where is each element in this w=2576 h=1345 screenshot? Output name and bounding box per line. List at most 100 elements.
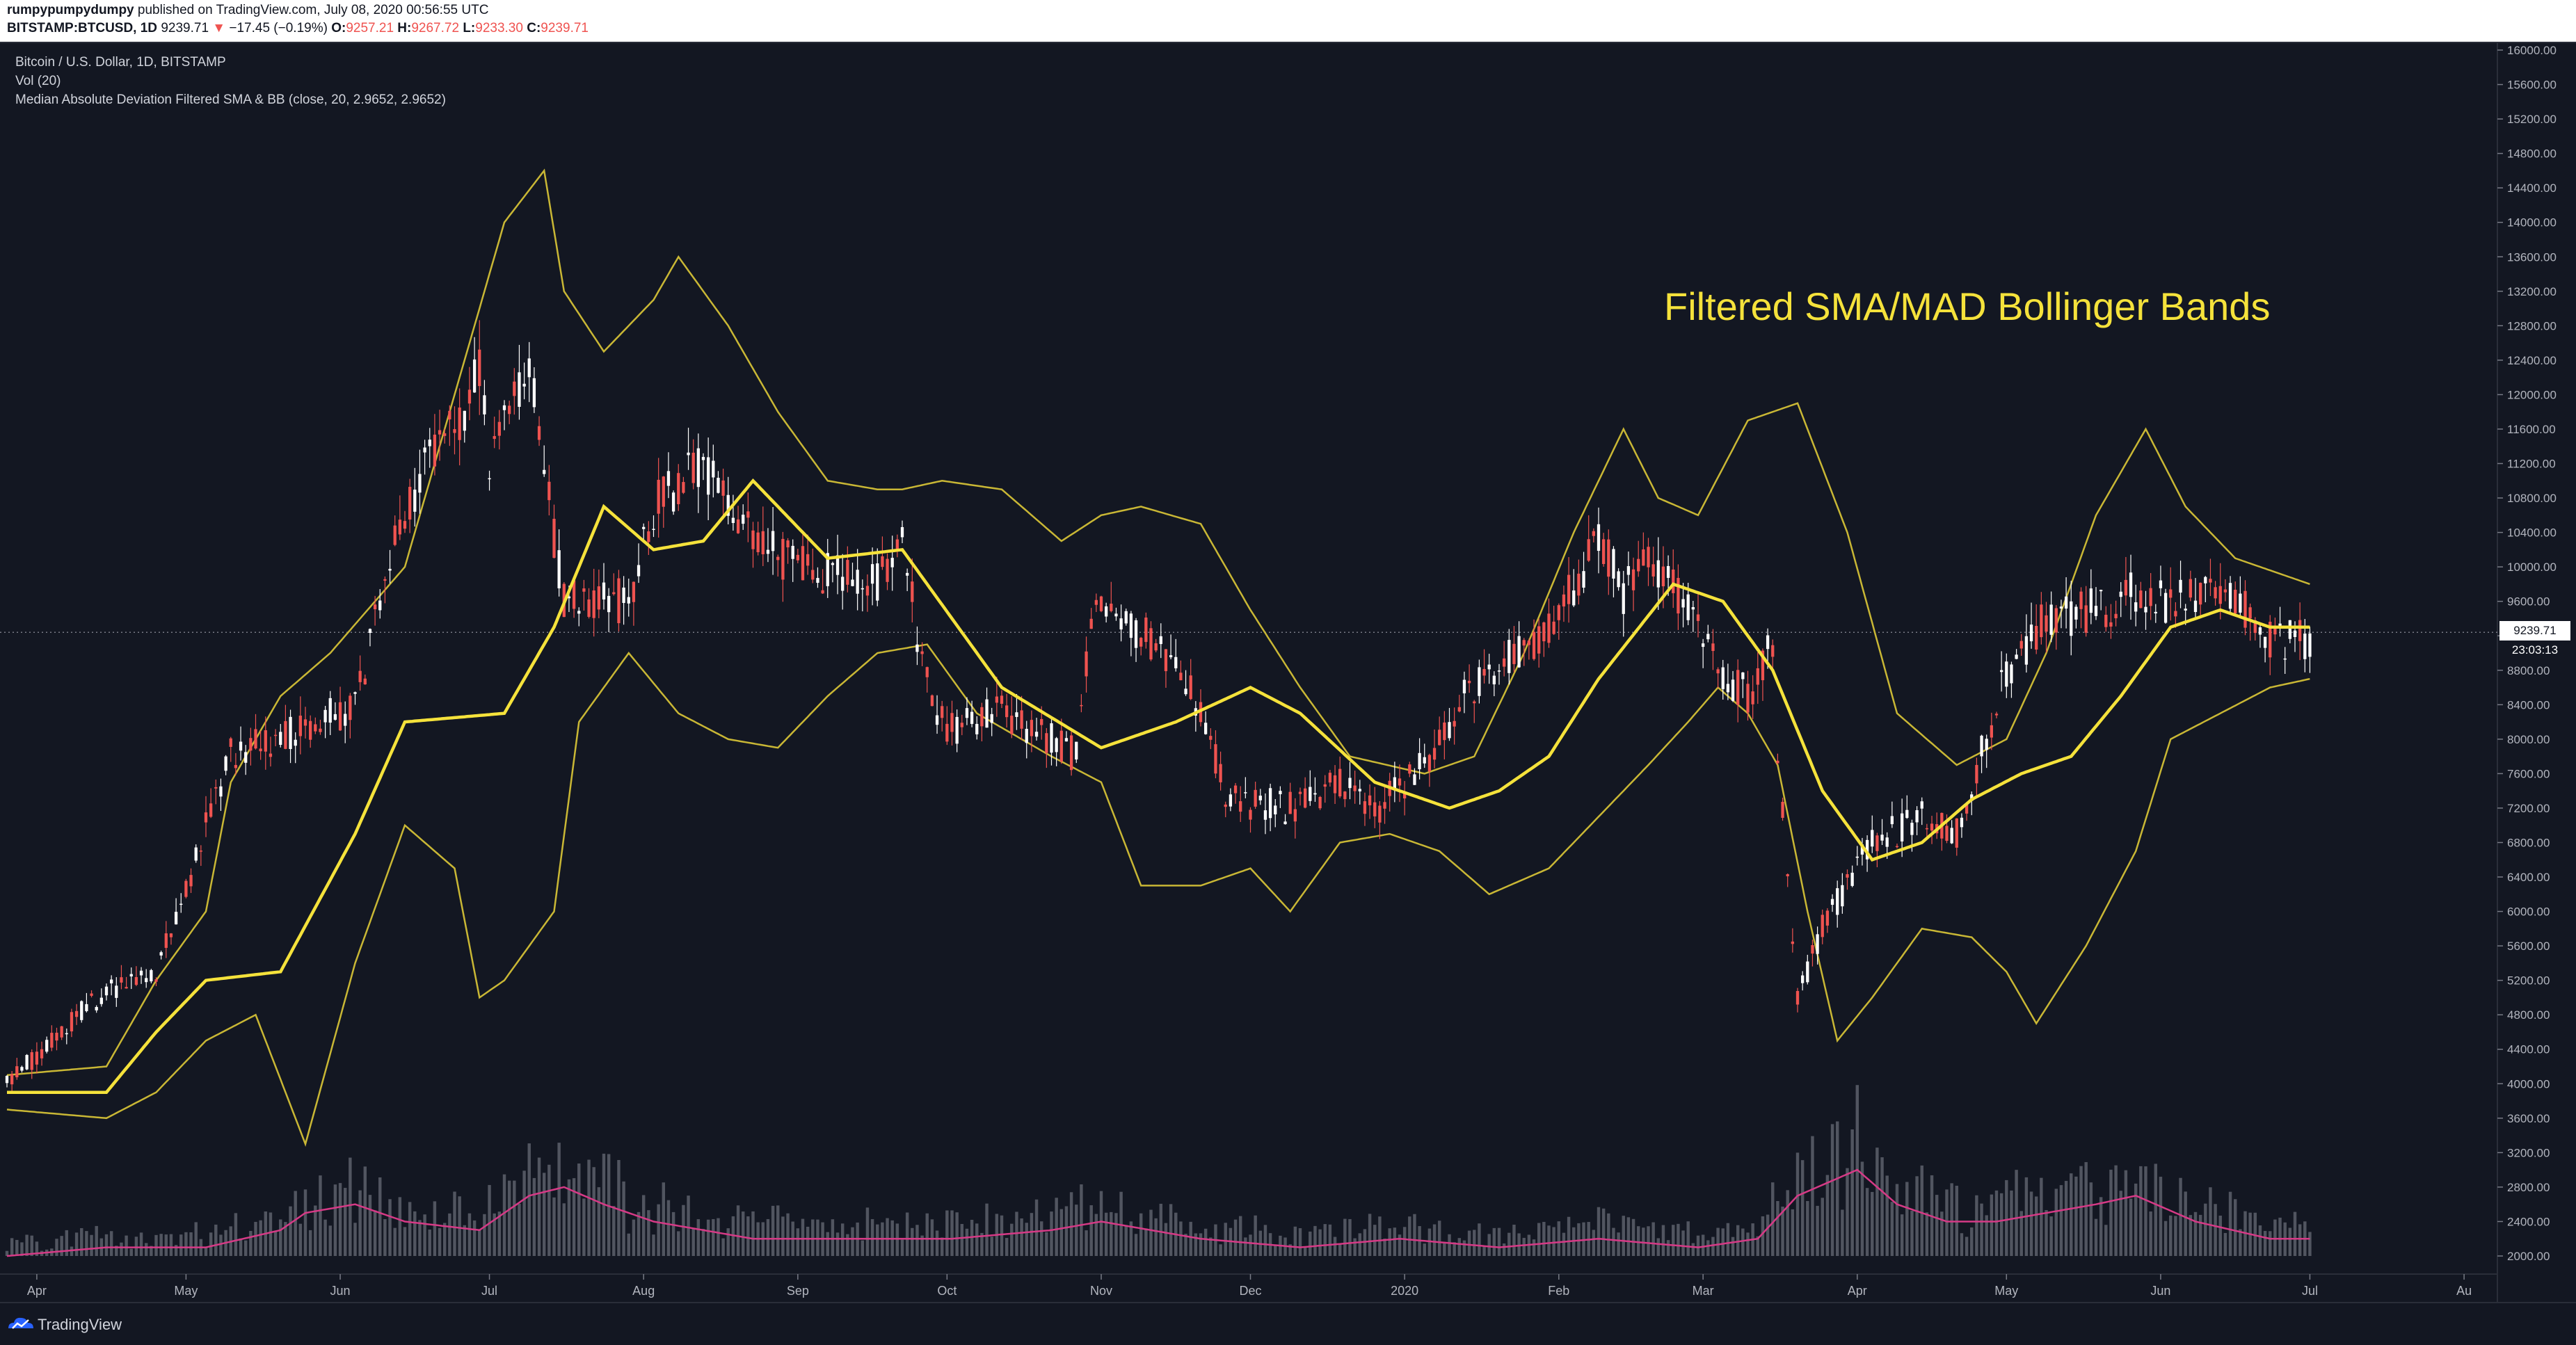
volume-bar	[572, 1178, 576, 1256]
candle-body	[1010, 716, 1014, 734]
price-chart[interactable]: 16000.00 15600.00 15200.00 14800.00 14400.00…	[0, 42, 2576, 1302]
candle-body	[1587, 539, 1590, 561]
candle-body	[497, 421, 501, 436]
candle-body	[1656, 560, 1660, 588]
candle-body	[886, 558, 889, 582]
candle-body	[1457, 707, 1461, 711]
price-tick-label: 5200.00	[2507, 974, 2550, 988]
candle-body	[65, 1033, 68, 1035]
volume-bar	[1383, 1238, 1386, 1256]
volume-bar	[781, 1216, 785, 1256]
candle-body	[463, 410, 466, 431]
candle-body	[1050, 723, 1053, 753]
volume-bar	[1164, 1223, 1168, 1256]
legend-indicator[interactable]: Median Absolute Deviation Filtered SMA &…	[15, 92, 446, 107]
candle-body	[35, 1052, 39, 1065]
time-tick-label: Mar	[1693, 1284, 1714, 1298]
candle-body	[2029, 625, 2033, 642]
volume-bar	[736, 1205, 740, 1256]
volume-bar	[358, 1190, 362, 1256]
volume-bar	[975, 1223, 979, 1256]
candle-body	[1915, 810, 1919, 823]
volume-bar	[1104, 1212, 1108, 1256]
volume-bar	[2169, 1215, 2173, 1256]
candle-body	[174, 912, 178, 925]
legend-title[interactable]: Bitcoin / U.S. Dollar, 1D, BITSTAMP	[15, 55, 226, 70]
tradingview-logo-icon[interactable]	[7, 1313, 35, 1334]
volume-bar	[363, 1166, 367, 1256]
volume-bar	[1050, 1211, 1053, 1256]
candle-body	[1547, 613, 1551, 643]
candle-body	[1746, 684, 1750, 713]
candle-body	[736, 519, 740, 533]
volume-bar	[239, 1238, 243, 1256]
volume-bar	[1462, 1240, 1466, 1256]
candle-body	[1994, 714, 1999, 716]
volume-bar	[751, 1211, 755, 1256]
volume-bar	[104, 1234, 109, 1256]
legend-volume[interactable]: Vol (20)	[15, 74, 61, 88]
volume-bar	[537, 1157, 541, 1256]
price-tick-label: 7200.00	[2507, 802, 2550, 815]
volume-bar	[413, 1211, 417, 1256]
candle-body	[2049, 604, 2053, 635]
candle-body	[2099, 590, 2103, 592]
volume-bar	[527, 1143, 531, 1256]
volume-bar	[1736, 1225, 1740, 1256]
volume-bar	[870, 1218, 874, 1256]
author-name[interactable]: rumpypumpydumpy	[7, 3, 134, 17]
candle-body	[1736, 670, 1740, 705]
candle-body	[1647, 547, 1650, 567]
candle-body	[2119, 591, 2122, 597]
volume-bar	[1010, 1223, 1014, 1256]
volume-bar	[1532, 1239, 1536, 1256]
volume-bar	[1154, 1218, 1158, 1256]
volume-bar	[1716, 1227, 1720, 1256]
candle-body	[1661, 566, 1665, 587]
volume-bar	[557, 1143, 561, 1256]
volume-bar	[243, 1240, 248, 1256]
candle-body	[985, 699, 989, 728]
volume-bar	[1298, 1228, 1302, 1256]
volume-bar	[1865, 1188, 1869, 1256]
candle-body	[1353, 785, 1357, 791]
candle-body	[1771, 645, 1775, 657]
candle-body	[209, 803, 213, 817]
candle-body	[488, 478, 491, 480]
candle-body	[483, 395, 486, 414]
volume-bar	[338, 1183, 342, 1256]
volume-bar	[1059, 1209, 1064, 1256]
volume-bar	[2059, 1185, 2063, 1256]
candle-body	[1890, 816, 1894, 825]
volume-bar	[134, 1237, 138, 1256]
candle-body	[1950, 828, 1953, 844]
candle-body	[1249, 810, 1252, 820]
volume-bar	[1119, 1191, 1123, 1256]
candle-body	[1691, 607, 1695, 610]
candle-body	[1000, 695, 1004, 704]
tradingview-brand[interactable]: TradingView	[38, 1316, 122, 1333]
candle-body	[2174, 611, 2177, 617]
volume-bar	[2228, 1191, 2232, 1256]
volume-bar	[1343, 1218, 1347, 1256]
volume-bar	[179, 1234, 183, 1256]
volume-bar	[1791, 1209, 1795, 1256]
candle-body	[642, 526, 646, 529]
volume-bar	[1661, 1225, 1665, 1256]
volume-bar	[886, 1218, 889, 1256]
volume-bar	[319, 1175, 322, 1256]
volume-bar	[1179, 1221, 1183, 1256]
candle-body	[1711, 643, 1715, 652]
volume-bar	[488, 1184, 491, 1256]
candle-body	[920, 651, 924, 654]
volume-bar	[2029, 1191, 2033, 1256]
candle-body	[428, 440, 431, 446]
candle-body	[2024, 636, 2029, 665]
candle-body	[577, 611, 581, 614]
volume-bar	[637, 1211, 641, 1256]
candle-body	[1318, 796, 1322, 809]
volume-bar	[2288, 1227, 2292, 1256]
candle-body	[398, 520, 401, 535]
volume-bar	[1129, 1221, 1133, 1256]
volume-bar	[1835, 1121, 1839, 1256]
